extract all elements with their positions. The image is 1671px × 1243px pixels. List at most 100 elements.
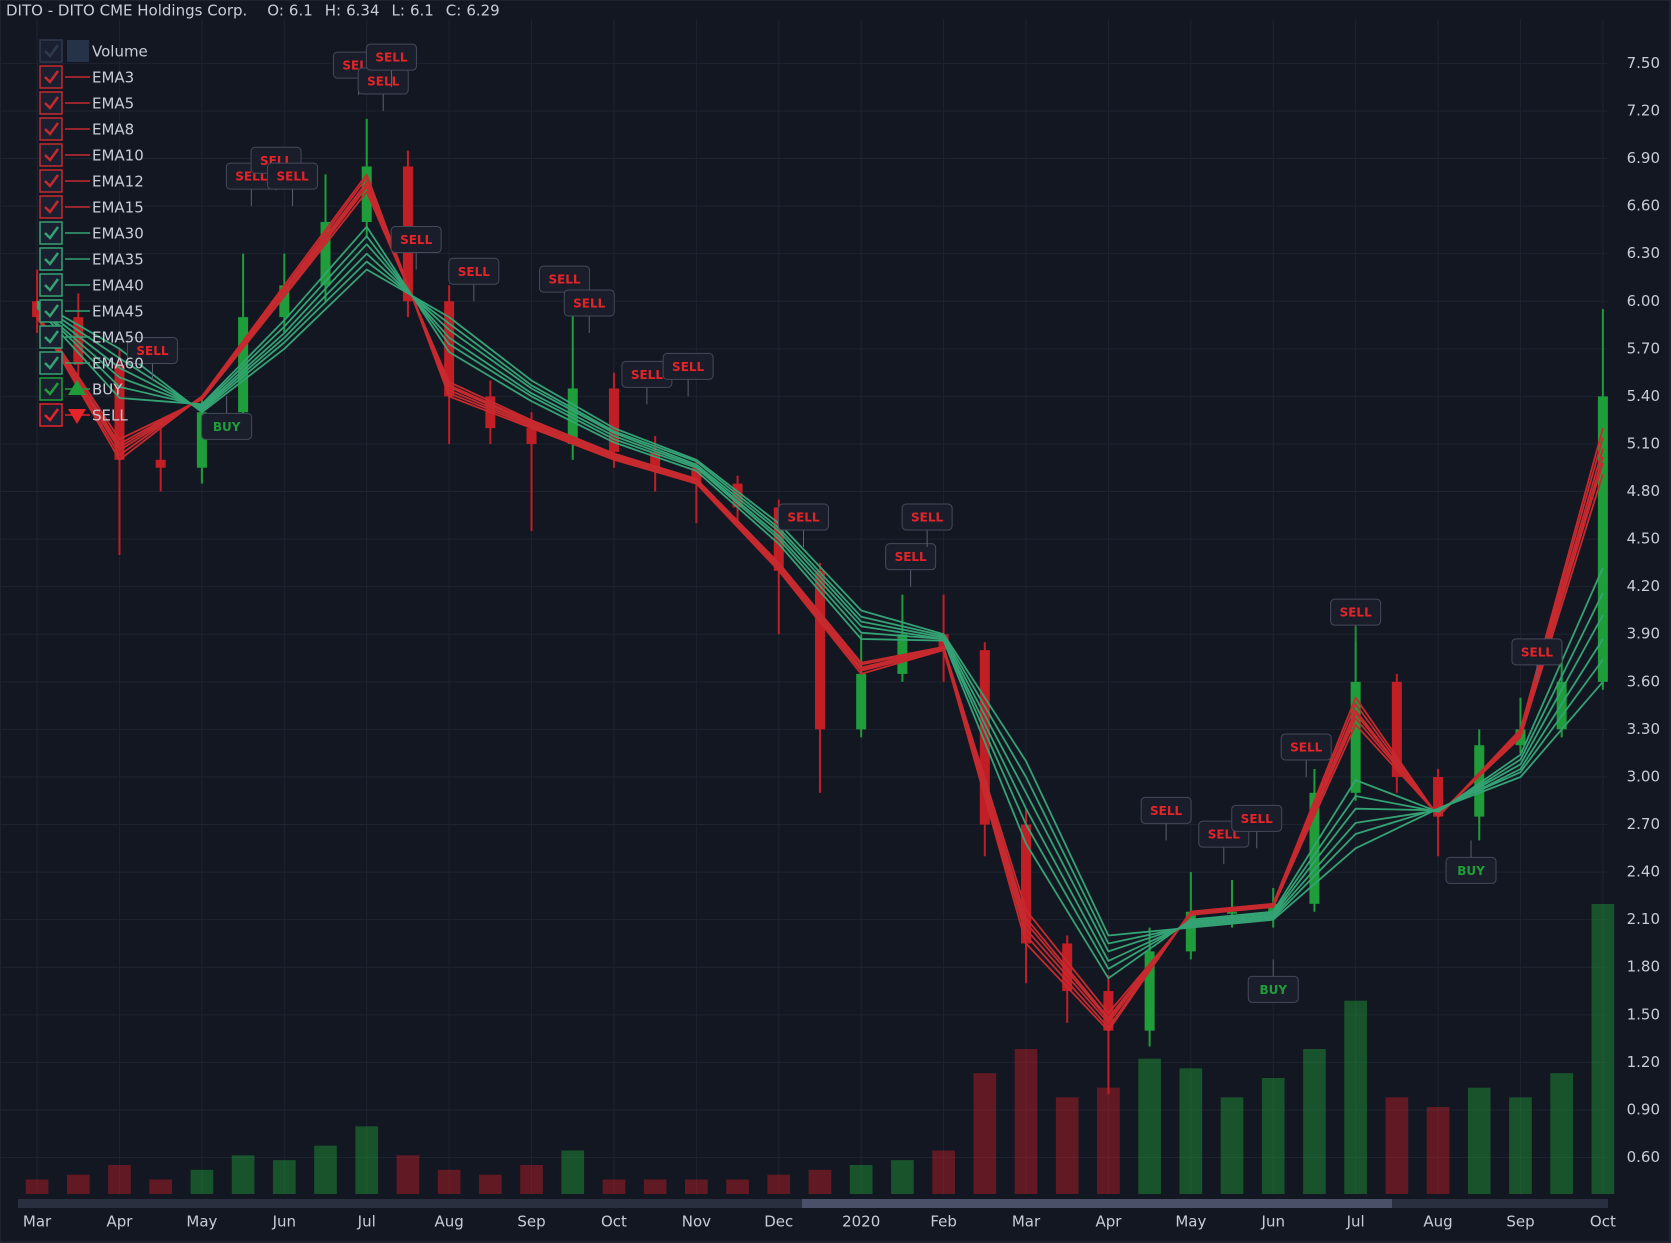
x-tick-label: Mar bbox=[23, 1213, 52, 1231]
legend-checkbox[interactable] bbox=[39, 195, 63, 219]
ema-line bbox=[36, 268, 1604, 937]
legend-label: EMA50 bbox=[92, 329, 144, 347]
ema-line bbox=[36, 190, 1604, 1015]
signal-box[interactable] bbox=[1247, 975, 1299, 1003]
volume-bar bbox=[520, 1165, 543, 1194]
legend-checkbox[interactable] bbox=[39, 377, 63, 401]
ohlc-label: H: bbox=[325, 2, 341, 20]
signal-box[interactable] bbox=[778, 503, 829, 531]
signal-box[interactable] bbox=[885, 543, 937, 571]
y-tick-label: 6.00 bbox=[1627, 292, 1660, 310]
y-tick-label: 5.40 bbox=[1627, 387, 1660, 405]
y-tick-label: 7.50 bbox=[1627, 54, 1660, 72]
legend-swatch bbox=[67, 40, 89, 62]
legend-checkbox[interactable] bbox=[39, 247, 63, 271]
signal-box[interactable] bbox=[267, 162, 319, 190]
ema-line bbox=[36, 181, 1604, 1024]
y-tick-label: 1.20 bbox=[1627, 1053, 1660, 1071]
legend-label: SELL bbox=[92, 407, 128, 425]
check-mark bbox=[44, 356, 60, 370]
axes: 0.60 0.90 1.20 1.50 1.80 2.10 2.40 2.70 3.00 3.30… bbox=[23, 54, 1660, 1231]
y-tick-label: 4.80 bbox=[1627, 482, 1660, 500]
volume-bar bbox=[1303, 1049, 1326, 1194]
y-tick-label: 2.70 bbox=[1627, 815, 1660, 833]
signal-label: SELL bbox=[787, 511, 819, 525]
volume-bar bbox=[314, 1145, 337, 1194]
volume-bar bbox=[1344, 1000, 1367, 1194]
volume-bar bbox=[932, 1150, 955, 1194]
signal-box[interactable] bbox=[448, 257, 500, 285]
ema-line bbox=[36, 235, 1604, 970]
candle-body bbox=[1309, 792, 1320, 904]
y-tick-label: 1.80 bbox=[1627, 958, 1660, 976]
legend-checkbox[interactable] bbox=[39, 39, 63, 63]
legend-checkbox[interactable] bbox=[39, 117, 63, 141]
legend-label: EMA8 bbox=[92, 121, 134, 139]
legend-checkbox[interactable] bbox=[39, 403, 63, 427]
volume-bar bbox=[479, 1174, 502, 1194]
signal-box[interactable] bbox=[201, 412, 253, 440]
legend-checkbox[interactable] bbox=[39, 91, 63, 115]
candle-body bbox=[1021, 824, 1032, 944]
legend-checkbox[interactable] bbox=[39, 273, 63, 297]
volume-bar bbox=[149, 1179, 173, 1194]
signal-box[interactable] bbox=[901, 503, 953, 531]
candle-body bbox=[196, 412, 207, 468]
check-mark bbox=[44, 44, 60, 58]
y-tick-label: 2.10 bbox=[1627, 910, 1660, 928]
signal-label: SELL bbox=[895, 550, 927, 564]
signal-box[interactable] bbox=[1330, 598, 1382, 626]
signal-box[interactable] bbox=[1140, 796, 1192, 824]
signal-box[interactable] bbox=[365, 43, 417, 71]
candle-body bbox=[1227, 911, 1238, 914]
signal-label: BUY bbox=[1457, 864, 1485, 878]
check-mark bbox=[44, 96, 60, 110]
ohlc-value: 6.29 bbox=[466, 2, 499, 20]
volume-bar bbox=[849, 1165, 873, 1194]
signal-box[interactable] bbox=[1280, 733, 1332, 761]
candle-body bbox=[979, 650, 990, 825]
check-mark bbox=[44, 226, 60, 240]
volume-bar bbox=[1097, 1087, 1120, 1194]
signal-label: SELL bbox=[1241, 812, 1273, 826]
ohlc-label: L: bbox=[392, 2, 405, 20]
signal-box[interactable] bbox=[390, 226, 442, 254]
legend-checkbox[interactable] bbox=[39, 351, 63, 375]
legend-buy-marker bbox=[68, 380, 86, 395]
legend-checkbox[interactable] bbox=[39, 65, 63, 89]
signal-box[interactable] bbox=[1511, 638, 1563, 666]
signal-label: SELL bbox=[1290, 740, 1322, 754]
signal-box[interactable] bbox=[563, 289, 615, 317]
volume-bar bbox=[1014, 1049, 1038, 1194]
legend-label: EMA12 bbox=[92, 173, 144, 191]
volume-bar bbox=[808, 1169, 832, 1194]
signal-label: SELL bbox=[1150, 804, 1182, 818]
volume-bar bbox=[1509, 1097, 1532, 1194]
volume-bar bbox=[1179, 1068, 1203, 1194]
signal-box[interactable] bbox=[662, 352, 714, 380]
volume-bar bbox=[396, 1155, 420, 1194]
legend-checkbox[interactable] bbox=[39, 169, 63, 193]
x-tick-label: Apr bbox=[1095, 1213, 1122, 1231]
ohlc-label: O: bbox=[267, 2, 284, 20]
legend-checkbox[interactable] bbox=[39, 143, 63, 167]
signal-box[interactable] bbox=[1445, 856, 1497, 884]
signal-box[interactable] bbox=[126, 337, 178, 365]
volume-bar bbox=[1550, 1073, 1574, 1194]
candle-body bbox=[444, 301, 455, 397]
legend-checkbox[interactable] bbox=[39, 325, 63, 349]
signal-box[interactable] bbox=[1231, 804, 1283, 832]
candle-body bbox=[691, 467, 702, 484]
signal-label: SELL bbox=[276, 170, 308, 184]
scrollbar-thumb[interactable] bbox=[802, 1199, 1392, 1208]
legend-checkbox[interactable] bbox=[39, 221, 63, 245]
y-tick-label: 6.30 bbox=[1627, 244, 1660, 262]
legend-label: EMA10 bbox=[92, 147, 144, 165]
legend-checkbox[interactable] bbox=[39, 299, 63, 323]
x-tick-label: Oct bbox=[601, 1213, 627, 1231]
volume-bar bbox=[561, 1150, 585, 1194]
volume-bar bbox=[767, 1174, 791, 1194]
volume-bar bbox=[973, 1073, 997, 1194]
x-tick-label: May bbox=[186, 1213, 217, 1231]
